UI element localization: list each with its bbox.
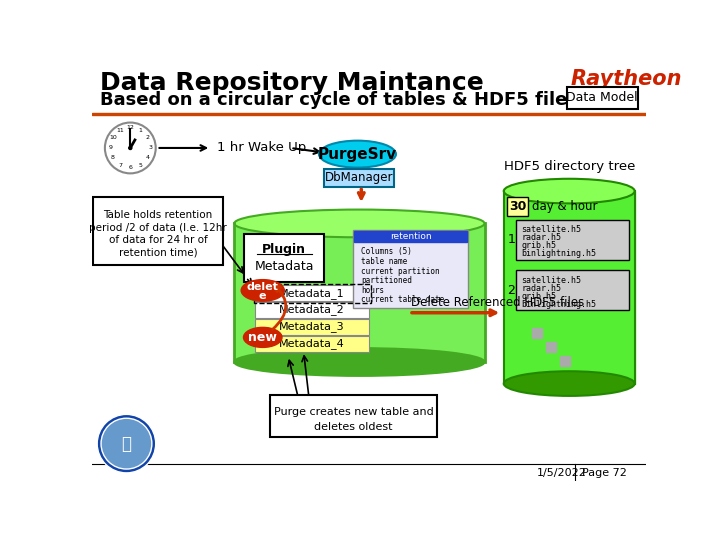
- Text: Based on a circular cycle of tables & HDF5 files: Based on a circular cycle of tables & HD…: [99, 91, 577, 109]
- Text: DbManager: DbManager: [325, 172, 393, 185]
- Circle shape: [97, 414, 156, 473]
- Ellipse shape: [319, 140, 396, 167]
- Ellipse shape: [504, 372, 634, 396]
- Text: 8: 8: [111, 156, 115, 160]
- Text: of data for 24 hr of: of data for 24 hr of: [109, 235, 207, 245]
- Bar: [546, 342, 556, 352]
- Ellipse shape: [504, 179, 634, 204]
- FancyBboxPatch shape: [271, 395, 437, 437]
- Text: 1 hr Wake Up: 1 hr Wake Up: [217, 141, 307, 154]
- Text: Delete Referenced HDF5 files: Delete Referenced HDF5 files: [411, 296, 585, 309]
- Text: period /2 of data (I.e. 12hr: period /2 of data (I.e. 12hr: [89, 222, 227, 233]
- Ellipse shape: [243, 327, 282, 347]
- Text: 1/5/2022: 1/5/2022: [537, 468, 587, 478]
- Text: Metadata_4: Metadata_4: [279, 339, 345, 349]
- Text: grib.h5: grib.h5: [521, 292, 557, 301]
- FancyBboxPatch shape: [516, 271, 629, 310]
- Text: retention time): retention time): [119, 247, 197, 257]
- Text: 12: 12: [127, 125, 134, 131]
- Text: radar.h5: radar.h5: [521, 233, 562, 242]
- Circle shape: [129, 146, 132, 150]
- Text: Metadata: Metadata: [255, 260, 314, 273]
- Text: 2: 2: [145, 136, 150, 140]
- Bar: [255, 285, 369, 301]
- Text: Data Model: Data Model: [567, 91, 638, 104]
- Text: 30: 30: [509, 200, 526, 213]
- Text: delet: delet: [247, 282, 279, 292]
- Circle shape: [105, 123, 156, 173]
- Bar: [255, 336, 369, 352]
- Bar: [504, 191, 634, 383]
- Text: deletes oldest: deletes oldest: [315, 422, 393, 432]
- Bar: [92, 112, 647, 115]
- Text: Metadata_3: Metadata_3: [279, 321, 345, 333]
- Text: PurgeSrv: PurgeSrv: [318, 147, 397, 161]
- FancyBboxPatch shape: [567, 87, 638, 109]
- Text: 9: 9: [108, 145, 112, 151]
- FancyBboxPatch shape: [353, 230, 468, 308]
- Bar: [532, 328, 542, 338]
- Text: Data Repository Maintance: Data Repository Maintance: [99, 71, 483, 95]
- Bar: [253, 284, 372, 303]
- Text: Table holds retention: Table holds retention: [104, 211, 212, 220]
- Text: radar.h5: radar.h5: [521, 284, 562, 293]
- Text: HDF5 directory tree: HDF5 directory tree: [503, 160, 635, 173]
- Bar: [255, 319, 369, 335]
- Text: 11: 11: [117, 128, 124, 133]
- Text: new: new: [248, 331, 277, 344]
- Text: Columns (5): Columns (5): [361, 247, 412, 256]
- Text: grib.h5: grib.h5: [521, 241, 557, 250]
- Text: Plugin: Plugin: [262, 243, 306, 256]
- Text: table name: table name: [361, 257, 408, 266]
- Text: current table date: current table date: [361, 295, 444, 305]
- Ellipse shape: [234, 210, 485, 237]
- Ellipse shape: [234, 348, 485, 376]
- Text: e: e: [259, 291, 266, 301]
- Text: 7: 7: [118, 163, 122, 168]
- Text: 2: 2: [508, 284, 516, 297]
- Text: hours: hours: [361, 286, 384, 295]
- Text: binlightning.h5: binlightning.h5: [521, 249, 596, 258]
- Circle shape: [101, 418, 152, 469]
- Text: binlightning.h5: binlightning.h5: [521, 300, 596, 309]
- Text: partitioned: partitioned: [361, 276, 412, 285]
- FancyBboxPatch shape: [94, 197, 222, 265]
- Text: current partition: current partition: [361, 267, 440, 275]
- Text: satellite.h5: satellite.h5: [521, 276, 582, 285]
- Text: satellite.h5: satellite.h5: [521, 225, 582, 234]
- Text: 4: 4: [145, 156, 150, 160]
- FancyBboxPatch shape: [516, 220, 629, 260]
- Text: Purge creates new table and: Purge creates new table and: [274, 407, 433, 417]
- FancyBboxPatch shape: [244, 234, 324, 282]
- FancyBboxPatch shape: [323, 168, 395, 187]
- Text: 1: 1: [138, 128, 143, 133]
- Text: Raytheon: Raytheon: [571, 70, 683, 90]
- Text: Page 72: Page 72: [582, 468, 626, 478]
- Bar: [560, 356, 570, 366]
- Text: 3: 3: [148, 145, 153, 151]
- Ellipse shape: [241, 280, 284, 301]
- Text: 🏛: 🏛: [122, 435, 132, 453]
- Text: 1: 1: [508, 233, 516, 246]
- Bar: [234, 224, 485, 362]
- Text: retention: retention: [390, 232, 431, 241]
- Text: 6: 6: [128, 165, 132, 171]
- Text: 10: 10: [109, 136, 117, 140]
- Text: day & hour: day & hour: [532, 200, 598, 213]
- FancyBboxPatch shape: [507, 197, 528, 215]
- Bar: [255, 302, 369, 318]
- Text: 5: 5: [138, 163, 143, 168]
- Text: Metadata_1: Metadata_1: [279, 288, 345, 299]
- Text: Metadata_2: Metadata_2: [279, 305, 345, 315]
- Bar: [354, 231, 467, 242]
